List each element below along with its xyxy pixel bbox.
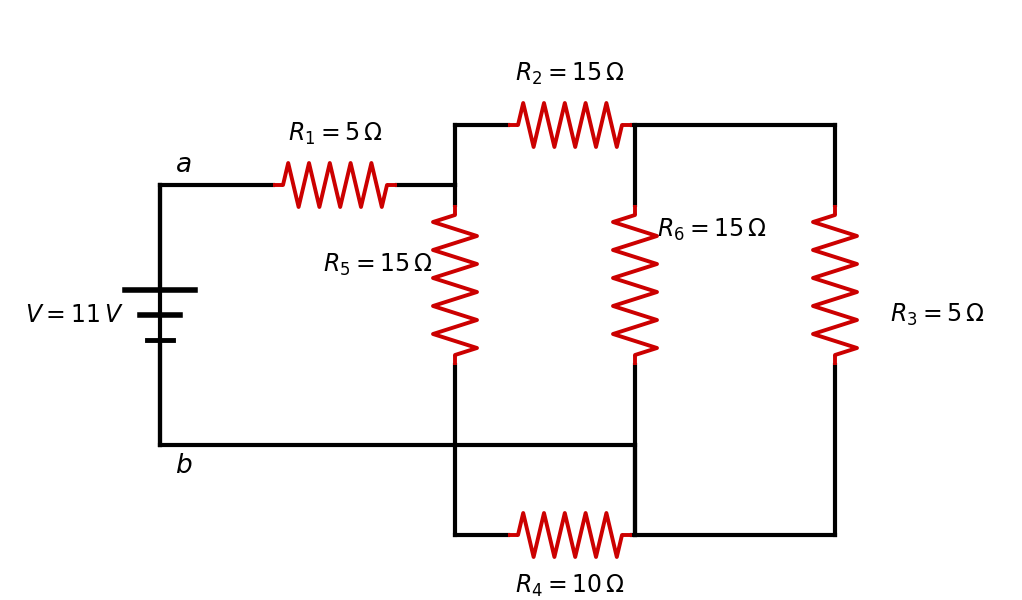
Text: $R_3 = 5\,\Omega$: $R_3 = 5\,\Omega$ <box>890 302 984 328</box>
Text: $a$: $a$ <box>175 152 191 177</box>
Text: $R_5 = 15\,\Omega$: $R_5 = 15\,\Omega$ <box>323 252 433 278</box>
Text: $b$: $b$ <box>175 453 192 478</box>
Text: $R_6 = 15\,\Omega$: $R_6 = 15\,\Omega$ <box>657 217 766 243</box>
Text: $R_2 = 15\,\Omega$: $R_2 = 15\,\Omega$ <box>515 61 624 87</box>
Text: $R_1 = 5\,\Omega$: $R_1 = 5\,\Omega$ <box>287 121 382 147</box>
Text: $R_4 = 10\,\Omega$: $R_4 = 10\,\Omega$ <box>515 573 624 599</box>
Text: $V = 11\,V$: $V = 11\,V$ <box>25 304 124 326</box>
